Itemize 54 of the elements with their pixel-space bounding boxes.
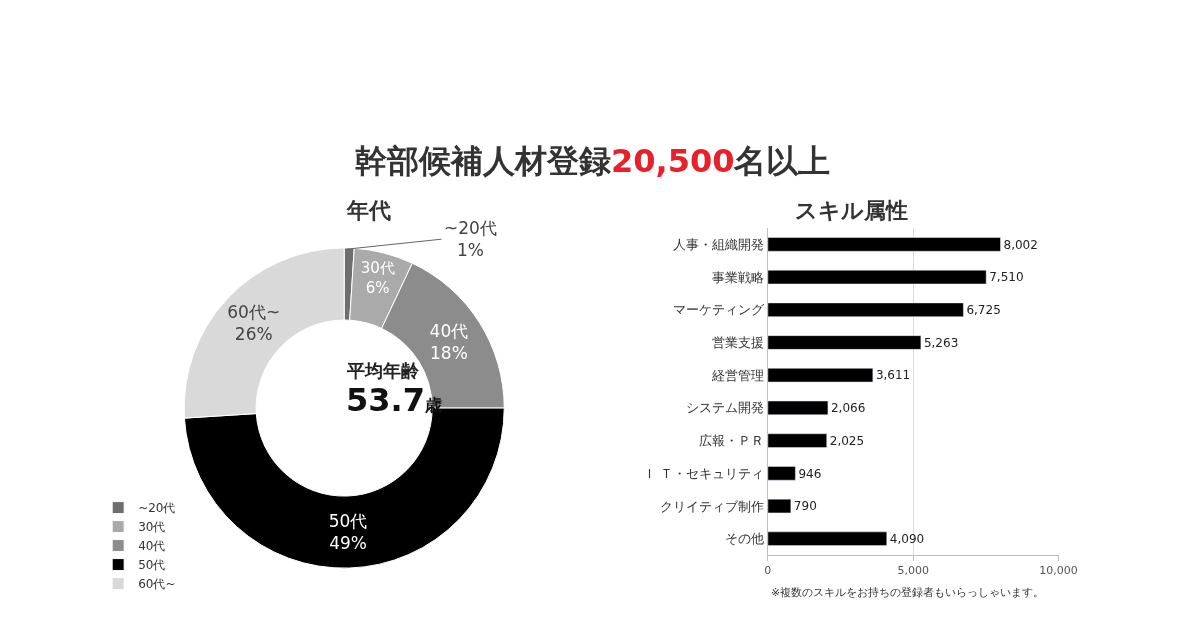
legend-label: 50代 [138,558,166,573]
x-tick-label: 10,000 [1039,564,1078,578]
data-label: 4,090 [889,532,925,547]
y-tick-label: クリイティブ制作 [660,498,765,514]
data-label: 7,510 [989,270,1024,285]
slice-label: ~20代 [444,218,497,238]
data-label: 26% [234,324,273,345]
legend-label: 60代~ [138,577,176,592]
y-tick-label: 人事・組織開発 [673,236,765,252]
text: 幹部候補人材登録20,500名以上 [355,142,831,180]
bar [767,368,874,383]
bar [767,400,829,416]
slice-label: 30代 [360,259,395,278]
text: ※複数のスキルをお持ちの登録者もいらっしゃいます。 [771,586,1045,599]
data-label: 790 [793,499,817,514]
slice-label: 50代 [328,511,368,532]
data-label: 2,025 [829,433,865,448]
data-label: 49% [329,533,367,554]
data-label: 946 [798,466,822,481]
bar [767,335,922,350]
y-tick-label: Ｉ Ｔ・セキュリティ [643,465,765,481]
slice-label: 60代~ [227,302,281,323]
chart-title: スキル属性 [795,198,908,223]
slice-label: 40代 [429,320,469,341]
data-label: 2,066 [830,401,866,416]
y-tick-label: その他 [725,531,765,547]
chart-title: 年代 [346,198,391,223]
x-tick-label: 0 [764,564,772,578]
data-label: 3,611 [875,368,911,383]
data-label: 6,725 [966,303,1001,318]
bar [767,531,888,546]
bar [767,498,792,514]
bar [767,466,796,481]
y-tick-label: システム開発 [686,400,765,416]
text: 平均年齢 [346,360,420,381]
text: 53.7歳 [346,381,442,419]
legend-label: ~20代 [138,501,176,516]
data-label: 6% [365,278,390,297]
bar [767,302,964,317]
y-tick-label: 広報・ＰＲ [699,433,765,449]
y-tick-label: 経営管理 [711,367,765,383]
bar [767,433,827,448]
legend-label: 30代 [138,520,166,535]
legend-label: 40代 [138,539,166,554]
data-label: 1% [456,240,484,261]
data-label: 5,263 [923,335,959,350]
y-tick-label: 営業支援 [712,335,765,351]
bar [767,269,987,285]
y-tick-label: マーケティング [673,302,766,318]
x-tick-label: 5,000 [897,564,929,578]
data-label: 8,002 [1003,237,1038,252]
data-label: 18% [430,342,468,363]
bar [767,237,1001,252]
y-tick-label: 事業戦略 [712,269,765,285]
